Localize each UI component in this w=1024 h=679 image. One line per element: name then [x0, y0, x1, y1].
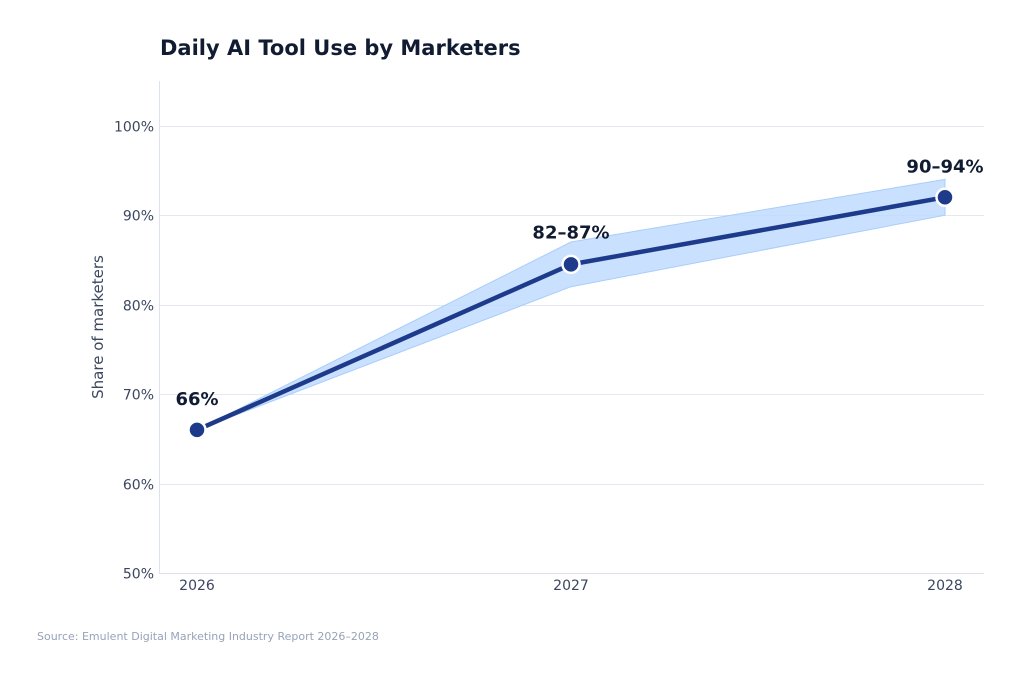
- y-tick-label: 70%: [123, 388, 154, 404]
- x-tick-label: 2027: [553, 578, 589, 594]
- gridlines: [160, 126, 984, 485]
- x-tick-label: 2028: [927, 578, 963, 594]
- data-labels: 66% 82–87% 90–94%: [175, 156, 983, 410]
- data-label: 90–94%: [906, 156, 983, 177]
- x-tick-labels: 2026 2027 2028: [179, 578, 963, 594]
- data-point: [561, 254, 581, 275]
- data-point: [935, 187, 955, 208]
- y-tick-labels: 50% 60% 70% 80% 90% 100%: [114, 120, 154, 583]
- y-tick-label: 80%: [123, 299, 154, 315]
- source-note: Source: Emulent Digital Marketing Indust…: [37, 630, 379, 643]
- y-tick-label: 60%: [123, 478, 154, 494]
- y-tick-label: 50%: [123, 567, 154, 583]
- y-tick-label: 100%: [114, 120, 154, 136]
- data-points: [187, 187, 955, 440]
- y-axis-label: Share of marketers: [89, 255, 107, 399]
- x-tick-label: 2026: [179, 578, 215, 594]
- data-label: 66%: [175, 389, 218, 410]
- y-tick-label: 90%: [123, 209, 154, 225]
- data-point: [187, 420, 207, 440]
- data-label: 82–87%: [532, 222, 609, 243]
- chart-title: Daily AI Tool Use by Marketers: [160, 36, 521, 60]
